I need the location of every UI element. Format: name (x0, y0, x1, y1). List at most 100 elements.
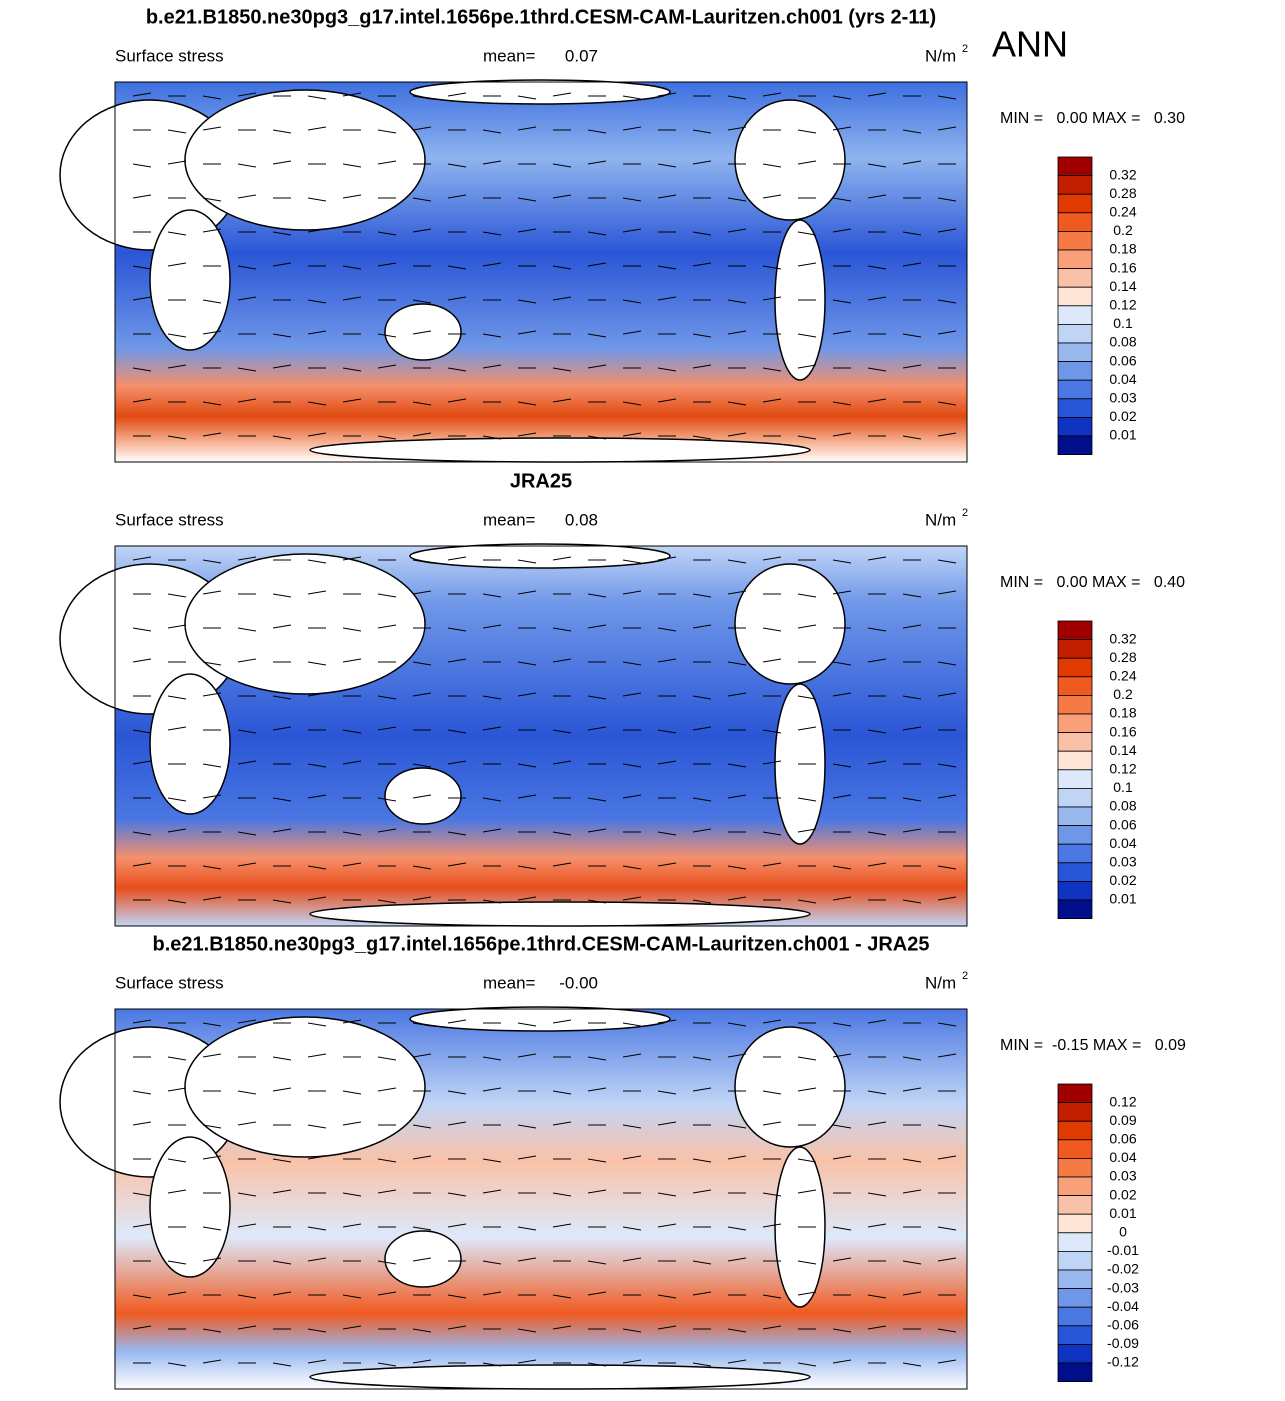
wind-vector (902, 231, 922, 236)
wind-vector (867, 265, 887, 270)
wind-vector (797, 231, 817, 236)
colorbar-label: -0.09 (1107, 1335, 1139, 1351)
wind-vector (202, 590, 222, 595)
wind-vector (552, 831, 572, 836)
wind-vector (482, 695, 502, 700)
colorbar-box (1057, 788, 1093, 808)
wind-vector (517, 197, 537, 202)
wind-vector (307, 228, 327, 233)
wind-vector (587, 828, 607, 833)
wind-vector (377, 1260, 397, 1265)
colorbar-box (1057, 806, 1093, 827)
season-label: ANN (992, 24, 1068, 65)
wind-vector (482, 797, 502, 802)
wind-vector (272, 1158, 292, 1163)
wind-vector (797, 333, 817, 338)
colorbar-box (1057, 416, 1093, 437)
wind-vector (692, 333, 712, 338)
wind-vector (272, 1087, 292, 1092)
colorbar-box (1057, 1120, 1093, 1141)
land (734, 1026, 846, 1148)
wind-vector (797, 1362, 817, 1367)
colorbar-label: -0.03 (1107, 1279, 1139, 1295)
colorbar-box (1057, 862, 1093, 882)
wind-vector (482, 129, 502, 134)
colorbar-box (1057, 435, 1093, 456)
wind-vector (377, 231, 397, 236)
wind-vector (132, 1121, 152, 1126)
panel-title: b.e21.B1850.ne30pg3_g17.intel.1656pe.1th… (146, 6, 936, 28)
wind-vector (307, 126, 327, 131)
wind-vector (797, 1291, 817, 1296)
wind-vector (762, 1090, 782, 1095)
wind-vector (447, 398, 467, 403)
wind-vector (342, 1121, 362, 1126)
wind-vector (237, 1019, 257, 1024)
colorbar-box (1057, 1213, 1093, 1234)
wind-vector (307, 763, 327, 768)
colorbar-label: 0.2 (1113, 686, 1133, 702)
wind-vector (447, 92, 467, 97)
wind-vector (517, 126, 537, 131)
wind-vector (762, 265, 782, 270)
wind-vector (552, 556, 572, 561)
wind-vector (587, 1158, 607, 1163)
wind-vector (692, 1056, 712, 1061)
colorbar-label: -0.12 (1107, 1354, 1139, 1370)
wind-vector (307, 692, 327, 697)
wind-vector (657, 1325, 677, 1330)
wind-vector (237, 862, 257, 867)
colorbar-box (1057, 156, 1093, 177)
wind-vector (202, 401, 222, 406)
wind-vector (902, 1158, 922, 1163)
wind-vector (377, 1189, 397, 1194)
wind-vector (727, 432, 747, 437)
wind-vector (727, 299, 747, 304)
wind-vector (517, 1226, 537, 1231)
wind-vector (377, 160, 397, 165)
wind-vector (692, 1087, 712, 1092)
colorbar-box (1057, 825, 1093, 845)
wind-vector (552, 862, 572, 867)
wind-vector (447, 1019, 467, 1024)
wind-vector (692, 726, 712, 731)
colorbar-label: 0.28 (1109, 185, 1136, 201)
wind-vector (937, 432, 957, 437)
wind-vector (832, 432, 852, 437)
wind-vector (517, 559, 537, 564)
wind-vector (622, 692, 642, 697)
wind-vector (482, 364, 502, 369)
wind-vector (867, 194, 887, 199)
wind-vector (587, 364, 607, 369)
wind-vector (447, 862, 467, 867)
wind-vector (832, 1155, 852, 1160)
colorbar-label: 0.14 (1109, 742, 1136, 758)
field-label: Surface stress (115, 510, 224, 529)
colorbar-box (1057, 323, 1093, 344)
colorbar-box (1057, 361, 1093, 381)
wind-vector (727, 692, 747, 697)
colorbar-box (1057, 843, 1093, 864)
wind-vector (587, 797, 607, 802)
wind-vector (132, 163, 152, 168)
wind-vector (167, 695, 187, 700)
wind-vector (657, 627, 677, 632)
wind-vector (167, 1158, 187, 1163)
wind-vector (307, 330, 327, 335)
wind-vector (132, 1192, 152, 1197)
colorbar-label: -0.04 (1107, 1298, 1139, 1314)
wind-vector (272, 435, 292, 440)
wind-vector (902, 364, 922, 369)
wind-vector (202, 1053, 222, 1058)
wind-vector (447, 729, 467, 734)
wind-vector (412, 1328, 432, 1333)
colorbar-box (1057, 1344, 1093, 1364)
wind-vector (902, 593, 922, 598)
wind-vector (657, 658, 677, 663)
wind-vector (622, 432, 642, 437)
wind-vector (202, 95, 222, 100)
wind-vector (797, 593, 817, 598)
wind-vector (937, 865, 957, 870)
wind-vector (517, 794, 537, 799)
wind-vector (132, 831, 152, 836)
